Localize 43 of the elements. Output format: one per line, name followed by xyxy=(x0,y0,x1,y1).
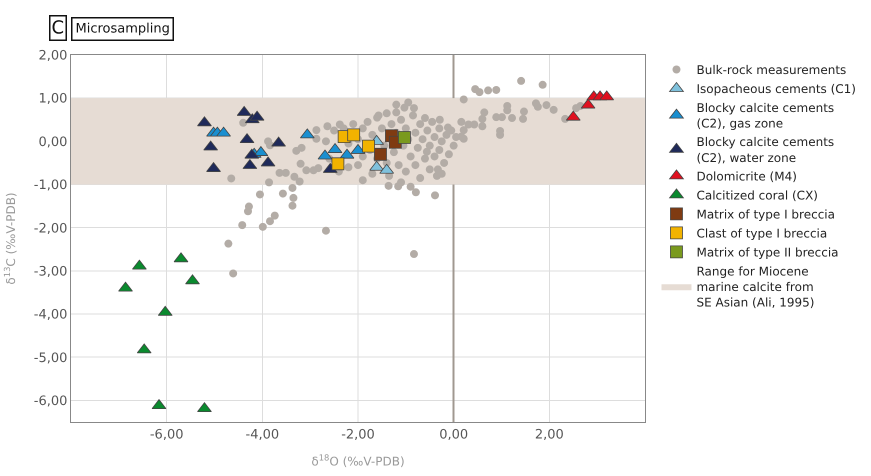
point xyxy=(398,131,411,144)
point xyxy=(340,148,354,159)
point xyxy=(197,116,212,126)
point xyxy=(174,252,188,262)
point xyxy=(369,160,384,171)
y-tick-label: -4,00 xyxy=(34,308,68,323)
x-tick-label: 2,00 xyxy=(534,428,564,443)
x-tick-label: 0,00 xyxy=(439,428,468,443)
point xyxy=(132,260,147,270)
y-tick-label: 0,00 xyxy=(38,134,68,150)
point xyxy=(197,402,212,412)
y-tick-label: 2,00 xyxy=(38,48,68,64)
x-tick-label: -2,00 xyxy=(341,428,375,443)
y-tick-label: 1,00 xyxy=(38,92,68,107)
y-tick-label: -6,00 xyxy=(34,394,68,409)
point xyxy=(240,133,254,144)
point xyxy=(374,148,387,161)
point xyxy=(250,110,264,121)
legend-label: Blocky calcite cements (C2), water zone xyxy=(696,135,834,165)
y-tick-label: -2,00 xyxy=(34,221,68,236)
text: C xyxy=(52,18,64,38)
x-tick-label: -4,00 xyxy=(246,428,280,443)
x-tick-label: -6,00 xyxy=(150,428,184,443)
legend-label: Clast of type I breccia xyxy=(696,226,828,241)
legend-label: Calcitized coral (CX) xyxy=(696,188,818,203)
point xyxy=(347,128,360,142)
legend-label: Dolomicrite (M4) xyxy=(696,170,797,184)
point xyxy=(216,126,231,137)
point xyxy=(118,282,133,292)
legend-label: Isopacheous cements (C1) xyxy=(696,82,856,96)
legend-label: Blocky calcite cements (C2), gas zone xyxy=(696,100,834,131)
legend-label: Matrix of type II breccia xyxy=(696,246,839,260)
point xyxy=(332,157,344,170)
x-axis-title: δ$^{18}$O (‰V-PDB) xyxy=(311,452,405,468)
y-tick-label: -3,00 xyxy=(34,264,68,280)
y-tick-label: -1,00 xyxy=(34,178,68,194)
point xyxy=(362,140,375,152)
legend-label: Matrix of type I breccia xyxy=(696,208,835,222)
chart-title: Microsampling xyxy=(76,22,170,36)
y-tick-label: -5,00 xyxy=(34,350,68,366)
legend-label: Bulk-rock measurements xyxy=(696,63,846,78)
legend-label: Range for Miocene marine calcite from SE Asian (Ali, 1995) xyxy=(696,264,814,310)
point xyxy=(185,274,200,284)
